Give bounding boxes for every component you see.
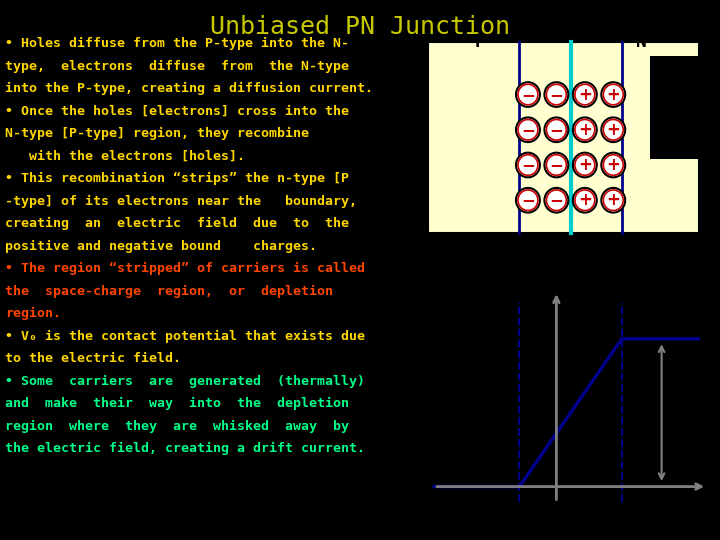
Circle shape <box>516 117 540 142</box>
Text: Vo: Vo <box>667 404 688 422</box>
Text: N-type [P-type] region, they recombine: N-type [P-type] region, they recombine <box>5 127 309 140</box>
Circle shape <box>518 190 538 211</box>
Circle shape <box>575 190 595 211</box>
Circle shape <box>546 119 567 140</box>
Bar <box>650 56 720 159</box>
Circle shape <box>575 155 595 176</box>
Circle shape <box>544 117 568 142</box>
Circle shape <box>518 119 538 140</box>
Circle shape <box>575 84 595 105</box>
Text: +: + <box>578 121 592 139</box>
Text: +: + <box>578 191 592 209</box>
Circle shape <box>516 153 540 177</box>
Text: into the P-type, creating a diffusion current.: into the P-type, creating a diffusion cu… <box>5 82 373 95</box>
Circle shape <box>603 190 624 211</box>
Circle shape <box>573 153 597 177</box>
Text: x: x <box>699 467 708 481</box>
Text: −: − <box>521 85 535 104</box>
Circle shape <box>516 82 540 107</box>
Circle shape <box>575 119 595 140</box>
Text: +: + <box>578 156 592 174</box>
Text: region  where  they  are  whisked  away  by: region where they are whisked away by <box>5 420 349 433</box>
Text: region.: region. <box>5 307 61 320</box>
Circle shape <box>573 117 597 142</box>
Text: −: − <box>521 191 535 209</box>
Text: -type] of its electrons near the   boundary,: -type] of its electrons near the boundar… <box>5 194 357 207</box>
Circle shape <box>601 82 625 107</box>
Text: positive and negative bound    charges.: positive and negative bound charges. <box>5 240 317 253</box>
Circle shape <box>516 188 540 213</box>
Text: • Once the holes [electrons] cross into the: • Once the holes [electrons] cross into … <box>5 105 349 118</box>
Circle shape <box>601 117 625 142</box>
Text: with the electrons [holes].: with the electrons [holes]. <box>5 150 245 163</box>
Text: and  make  their  way  into  the  depletion: and make their way into the depletion <box>5 397 349 410</box>
Text: −: − <box>549 85 563 104</box>
Circle shape <box>603 119 624 140</box>
Circle shape <box>573 188 597 213</box>
Text: −: − <box>549 156 563 174</box>
Text: • The region “stripped” of carriers is called: • The region “stripped” of carriers is c… <box>5 262 365 275</box>
Circle shape <box>603 84 624 105</box>
Text: +: + <box>606 156 620 174</box>
Circle shape <box>601 188 625 213</box>
Circle shape <box>518 84 538 105</box>
Circle shape <box>573 82 597 107</box>
Circle shape <box>546 155 567 176</box>
Text: N: N <box>636 33 647 51</box>
Circle shape <box>546 190 567 211</box>
Text: the electric field, creating a drift current.: the electric field, creating a drift cur… <box>5 442 365 455</box>
Text: type,  electrons  diffuse  from  the N-type: type, electrons diffuse from the N-type <box>5 59 349 72</box>
Text: Unbiased PN Junction: Unbiased PN Junction <box>210 15 510 39</box>
Text: −: − <box>549 121 563 139</box>
Text: +: + <box>606 191 620 209</box>
Text: −: − <box>549 191 563 209</box>
Text: • Holes diffuse from the P-type into the N-: • Holes diffuse from the P-type into the… <box>5 37 349 50</box>
Circle shape <box>544 153 568 177</box>
Text: to the electric field.: to the electric field. <box>5 352 181 365</box>
Circle shape <box>601 153 625 177</box>
Circle shape <box>546 84 567 105</box>
Text: • This recombination “strips” the n-type [P: • This recombination “strips” the n-type… <box>5 172 349 185</box>
Circle shape <box>544 188 568 213</box>
Circle shape <box>603 155 624 176</box>
Text: +: + <box>606 121 620 139</box>
Text: P: P <box>474 33 485 51</box>
Text: V: V <box>562 296 571 312</box>
Text: • V₀ is the contact potential that exists due: • V₀ is the contact potential that exist… <box>5 329 365 342</box>
Bar <box>570 42 698 233</box>
Circle shape <box>544 82 568 107</box>
Circle shape <box>518 155 538 176</box>
Text: −: − <box>521 156 535 174</box>
Text: Eo: Eo <box>576 238 595 253</box>
Bar <box>428 42 570 233</box>
Text: the  space-charge  region,  or  depletion: the space-charge region, or depletion <box>5 285 333 298</box>
Text: +: + <box>578 85 592 104</box>
Text: +: + <box>606 85 620 104</box>
Text: creating  an  electric  field  due  to  the: creating an electric field due to the <box>5 217 349 230</box>
Text: −: − <box>521 121 535 139</box>
Text: • Some  carriers  are  generated  (thermally): • Some carriers are generated (thermally… <box>5 375 365 388</box>
